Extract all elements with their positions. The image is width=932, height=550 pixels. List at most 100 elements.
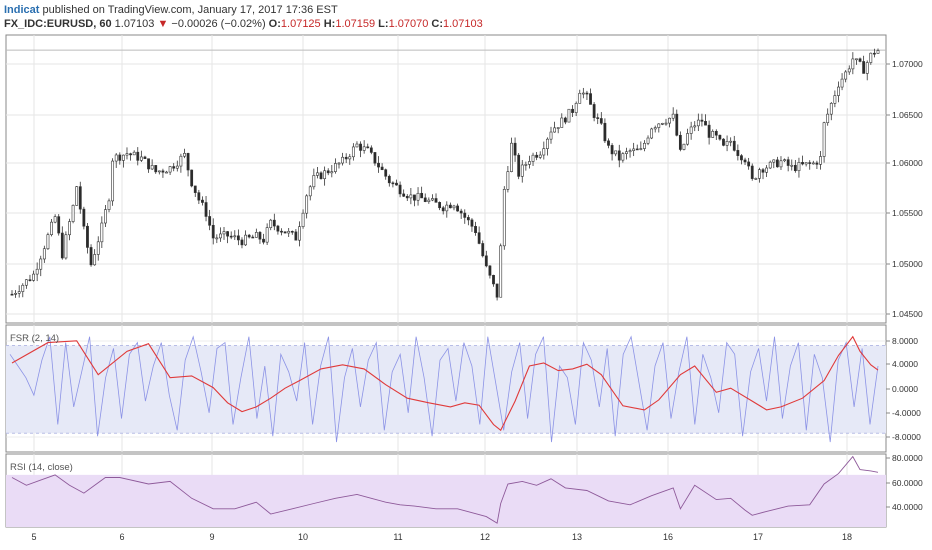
- close-label: C:: [431, 18, 443, 30]
- candle-body: [678, 134, 682, 150]
- candle-body: [179, 155, 183, 167]
- candle-body: [42, 248, 46, 260]
- candle-body: [121, 154, 125, 161]
- candle-body: [456, 205, 459, 212]
- candle-body: [391, 182, 395, 185]
- price-tick-label: 1.06500: [892, 110, 923, 120]
- x-tick-label: 5: [31, 532, 36, 542]
- candle-body: [758, 169, 761, 179]
- candle-body: [319, 172, 323, 180]
- candle-body: [492, 274, 495, 285]
- candle-body: [197, 192, 201, 201]
- candle-body: [380, 166, 384, 171]
- published-text: published on TradingView.com, January 17…: [42, 4, 338, 16]
- candle-body: [833, 95, 837, 104]
- candle-body: [650, 128, 654, 139]
- candle-body: [844, 71, 848, 80]
- candle-body: [413, 194, 416, 201]
- candle-body: [186, 153, 190, 171]
- candle-body: [876, 50, 880, 54]
- candle-body: [359, 143, 362, 151]
- candle-body: [750, 165, 754, 179]
- x-tick-label: 6: [119, 532, 124, 542]
- candle-body: [589, 93, 592, 105]
- candle-body: [251, 236, 255, 239]
- candle-body: [563, 117, 567, 123]
- candle-body: [865, 62, 869, 74]
- candle-body: [693, 125, 697, 128]
- candle-body: [657, 123, 661, 128]
- fsr-tick-label: -4.0000: [892, 408, 921, 418]
- rsi-indicator-label: RSI (14, close): [10, 462, 73, 473]
- candle-body: [114, 154, 118, 162]
- candle-body: [272, 219, 276, 227]
- candle-body: [154, 165, 158, 173]
- candle-body: [531, 154, 535, 162]
- candle-body: [819, 156, 822, 165]
- candle-body: [269, 219, 273, 228]
- candle-body: [614, 150, 618, 155]
- candle-body: [452, 205, 456, 209]
- candle-body: [344, 156, 348, 160]
- candle-body: [71, 205, 75, 222]
- candle-body: [28, 279, 32, 282]
- candle-body: [873, 52, 876, 55]
- candle-body: [617, 150, 621, 161]
- candle-body: [24, 279, 28, 286]
- candle-body: [229, 235, 233, 238]
- candle-body: [463, 212, 467, 218]
- candle-body: [405, 195, 409, 199]
- x-tick-label: 18: [842, 532, 852, 542]
- candle-body: [793, 164, 797, 172]
- x-tick-label: 16: [663, 532, 673, 542]
- candle-body: [35, 268, 39, 275]
- candle-body: [747, 161, 751, 167]
- candle-body: [743, 159, 747, 163]
- candle-body: [664, 122, 668, 125]
- candle-body: [244, 234, 247, 246]
- candle-body: [89, 247, 93, 266]
- candle-body: [316, 172, 319, 176]
- author-link[interactable]: Indicat: [4, 4, 40, 16]
- candle-body: [441, 207, 445, 212]
- candle-body: [761, 169, 765, 173]
- down-arrow-icon: ▼: [157, 18, 169, 30]
- candle-body: [395, 182, 398, 186]
- candle-body: [790, 164, 794, 167]
- fsr-pane[interactable]: [9, 335, 879, 443]
- candle-body: [837, 86, 840, 96]
- price-tick-label: 1.05000: [892, 259, 923, 269]
- candle-body: [808, 162, 812, 164]
- fsr-slow-line: [11, 335, 879, 432]
- candle-body: [592, 104, 596, 118]
- fsr-tick-label: 4.0000: [892, 359, 918, 369]
- candle-body: [172, 166, 176, 169]
- candle-body: [384, 169, 388, 177]
- open-value: 1.07125: [280, 18, 321, 30]
- candle-body: [646, 137, 650, 144]
- candle-body: [596, 117, 600, 119]
- rsi-tick-label: 80.0000: [892, 453, 923, 463]
- candle-body: [448, 204, 452, 209]
- candle-body: [822, 122, 826, 157]
- candle-body: [323, 170, 327, 180]
- x-tick-label: 11: [393, 532, 402, 542]
- candle-body: [93, 254, 97, 266]
- rsi-pane[interactable]: [11, 455, 879, 524]
- open-label: O:: [268, 18, 281, 30]
- candle-body: [416, 192, 420, 201]
- price-pane[interactable]: [10, 48, 880, 301]
- candle-body: [265, 227, 269, 243]
- candle-body: [434, 198, 438, 203]
- candle-body: [847, 68, 851, 73]
- candle-body: [211, 224, 215, 239]
- candle-body: [783, 159, 786, 162]
- candle-body: [290, 230, 294, 233]
- candle-body: [373, 152, 377, 164]
- candle-body: [226, 231, 230, 237]
- candle-body: [811, 162, 815, 165]
- candle-body: [215, 237, 219, 240]
- candle-body: [143, 156, 147, 160]
- candle-body: [111, 160, 115, 202]
